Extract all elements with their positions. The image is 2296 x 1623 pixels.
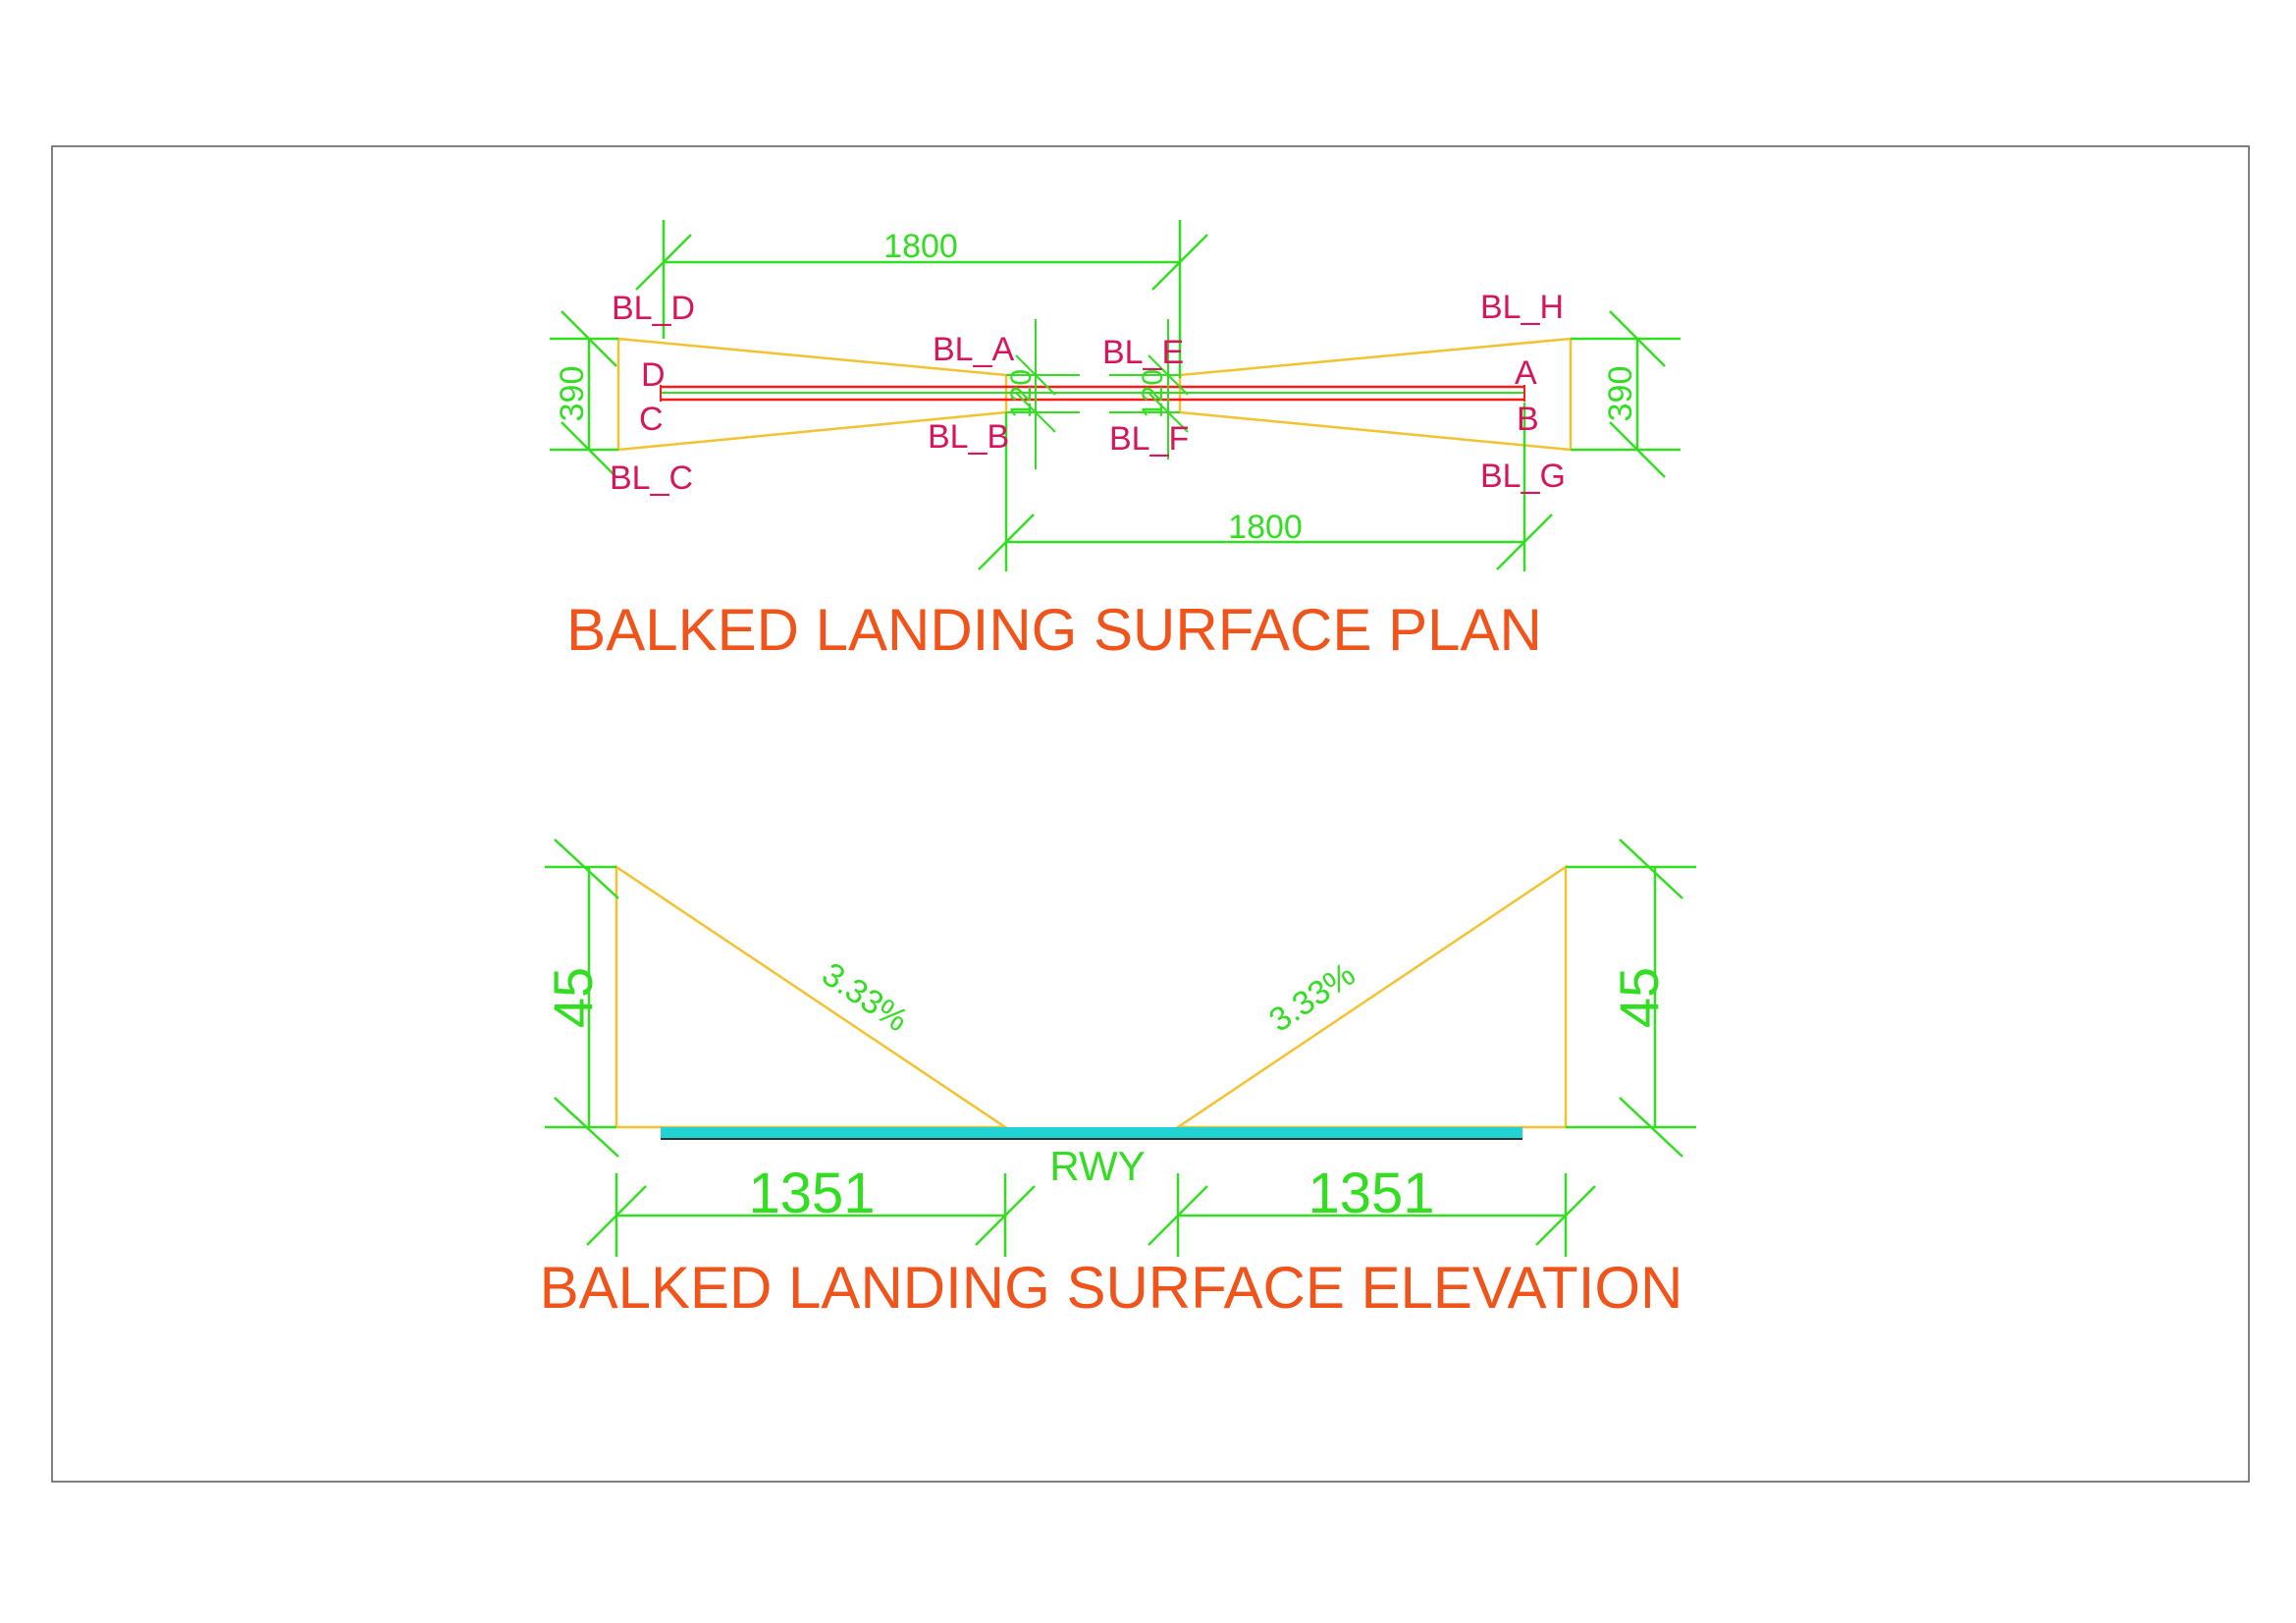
label-a: A <box>1515 354 1537 392</box>
plan-dim-top-value: 1800 <box>883 228 958 265</box>
plan-dim-left-value: 390 <box>554 366 591 422</box>
plan-dim-top <box>635 220 1208 378</box>
plan-view: 1800 1800 390 390 <box>550 220 1681 663</box>
elev-dim-height-left-value: 45 <box>542 967 604 1028</box>
plan-surface-right <box>1178 337 1573 452</box>
label-d: D <box>641 356 666 394</box>
plan-dim-left <box>550 310 618 478</box>
elevation-view: RWY 3.33% 3.33% 45 45 <box>540 839 1696 1321</box>
plan-dim-inner-right <box>1109 319 1189 460</box>
plan-dim-inner-left <box>1006 319 1080 469</box>
label-bl-c: BL_C <box>610 460 693 497</box>
elevation-title: BALKED LANDING SURFACE ELEVATION <box>540 1255 1683 1321</box>
label-bl-b: BL_B <box>928 418 1009 456</box>
elevation-surface-right <box>1173 864 1568 1129</box>
plan-dim-bottom <box>978 403 1553 571</box>
elev-dim-length-left-value: 1351 <box>748 1162 875 1225</box>
sheet-frame <box>51 145 2250 1483</box>
elev-dim-length-right-value: 1351 <box>1308 1162 1434 1225</box>
slope-left-label: 3.33% <box>816 955 915 1039</box>
plan-dim-bottom-value: 1800 <box>1228 509 1303 546</box>
label-b: B <box>1517 401 1539 438</box>
slope-right-label: 3.33% <box>1262 955 1362 1039</box>
plan-dim-inner-left-value: 120 <box>1005 369 1038 418</box>
elevation-surface-left <box>614 864 1010 1129</box>
label-bl-d: BL_D <box>612 290 695 327</box>
elev-dim-height-right-value: 45 <box>1608 967 1670 1028</box>
label-bl-f: BL_F <box>1109 420 1189 458</box>
plan-dim-right-value: 390 <box>1602 366 1639 422</box>
runway-label: RWY <box>1049 1143 1145 1189</box>
plan-runway <box>660 385 1525 402</box>
elevation-runway <box>661 1127 1522 1139</box>
elev-dim-length-right <box>1148 1173 1596 1257</box>
elev-dim-height-right <box>1566 839 1696 1158</box>
elev-dim-height-left <box>545 839 619 1158</box>
label-bl-e: BL_E <box>1102 334 1184 371</box>
elev-dim-length-left <box>586 1173 1036 1257</box>
label-bl-h: BL_H <box>1480 289 1564 326</box>
label-c: C <box>639 401 664 438</box>
label-bl-a: BL_A <box>933 331 1014 368</box>
label-bl-g: BL_G <box>1480 458 1566 495</box>
plan-title: BALKED LANDING SURFACE PLAN <box>566 597 1542 663</box>
plan-dim-right <box>1571 310 1681 478</box>
plan-dim-inner-right-value: 120 <box>1137 369 1169 418</box>
